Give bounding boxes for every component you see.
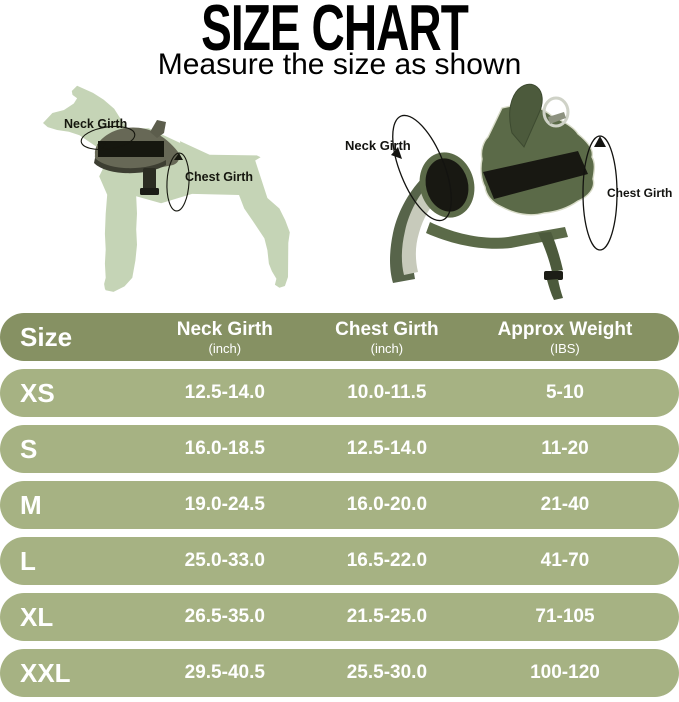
svg-text:Neck Girth: Neck Girth: [345, 138, 411, 153]
svg-text:Neck Girth: Neck Girth: [64, 117, 127, 131]
svg-text:Chest Girth: Chest Girth: [185, 170, 253, 184]
